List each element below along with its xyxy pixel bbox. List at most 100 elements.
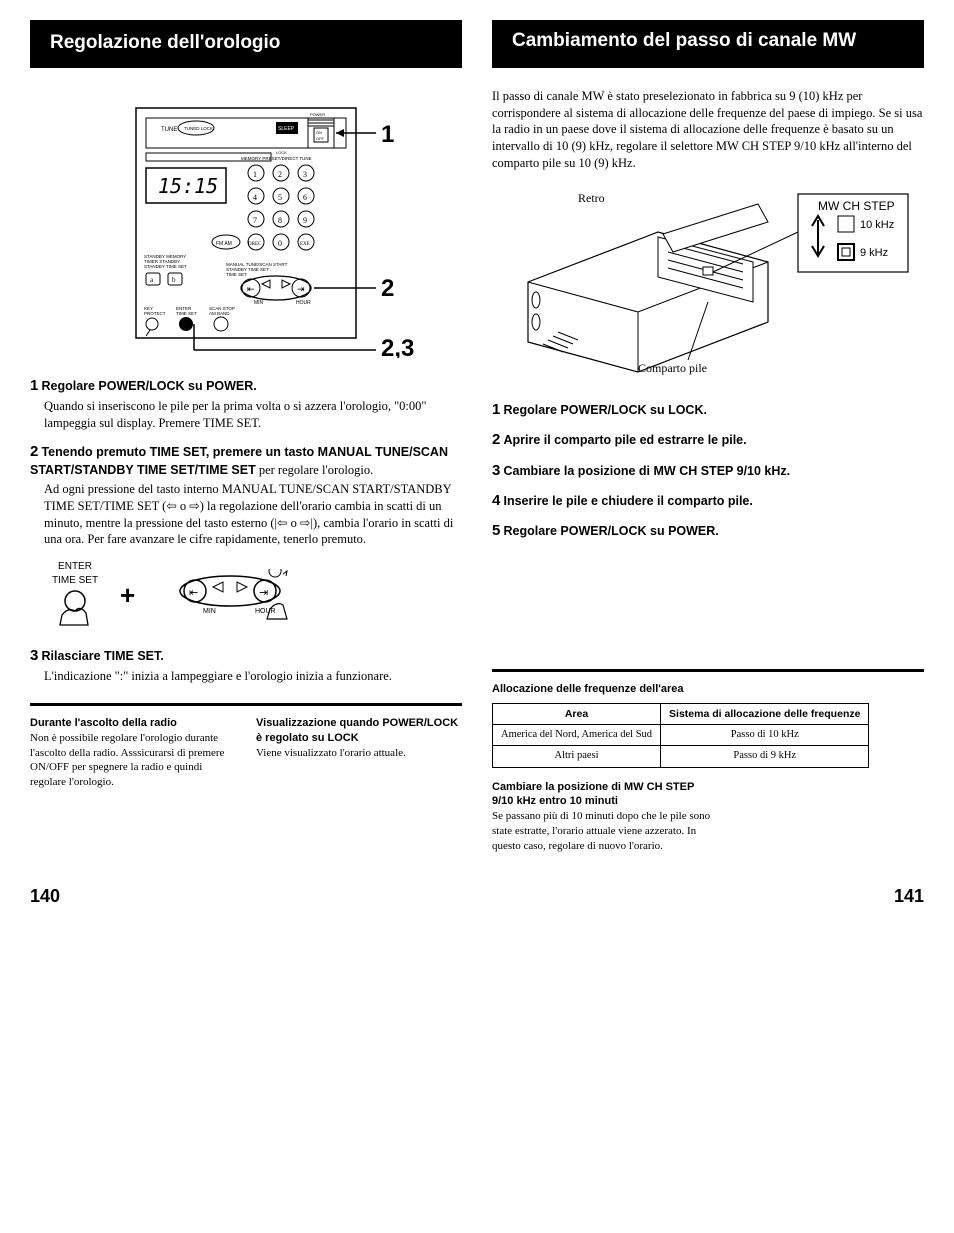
right-step-2: 2 Aprire il comparto pile ed estrarre le… xyxy=(492,430,924,450)
step-heading: Regolare POWER/LOCK su POWER. xyxy=(503,524,718,538)
svg-text:7: 7 xyxy=(253,216,257,225)
step-heading-suffix: per regolare l'orologio. xyxy=(256,463,374,477)
step-body: Ad ogni pressione del tasto interno MANU… xyxy=(44,481,462,549)
left-title: Regolazione dell'orologio xyxy=(30,20,462,68)
note-heading: Visualizzazione quando POWER/LOCK è rego… xyxy=(256,716,462,746)
rocker-icon: ⇤ ⇥ MIN HOUR xyxy=(241,276,311,306)
header-row: Regolazione dell'orologio Cambiamento de… xyxy=(30,20,924,68)
svg-text:3: 3 xyxy=(303,170,307,179)
retro-label: Retro xyxy=(578,191,605,205)
svg-text:EXE: EXE xyxy=(300,242,310,247)
step-number: 1 xyxy=(492,401,500,418)
tune-label: TUNE xyxy=(161,127,177,133)
step-heading: Regolare POWER/LOCK su LOCK. xyxy=(503,403,707,417)
step-heading: Inserire le pile e chiudere il comparto … xyxy=(503,494,752,508)
note-heading: Durante l'ascolto della radio xyxy=(30,716,236,731)
onoff-off: OFF xyxy=(316,136,325,141)
step-number: 2 xyxy=(30,443,38,460)
manual-tune-label: MANUAL TUNE/SCAN START STANDBY TIME SET … xyxy=(226,262,289,277)
callout-1: 1 xyxy=(381,121,394,148)
table-row: America del Nord, America del Sud Passo … xyxy=(493,725,869,746)
svg-text:⇥: ⇥ xyxy=(297,284,305,294)
step-number: 3 xyxy=(30,647,38,664)
svg-text:4: 4 xyxy=(253,193,257,202)
svg-text:0: 0 xyxy=(278,239,282,248)
left-notes: Durante l'ascolto della radio Non è poss… xyxy=(30,716,462,790)
right-title: Cambiamento del passo di canale MW xyxy=(492,20,924,68)
svg-text:DREC: DREC xyxy=(248,242,262,247)
radio-front-svg: TUNE TUNED LOCK SLEEP ON OFF POWER LOCK xyxy=(76,98,416,358)
tuned-lock-label: TUNED LOCK xyxy=(184,126,213,131)
table-cell: Passo di 9 kHz xyxy=(661,746,869,767)
svg-text:⇤: ⇤ xyxy=(189,587,198,599)
svg-text:ENTERTIME SET: ENTERTIME SET xyxy=(176,306,197,316)
radio-front-diagram: TUNE TUNED LOCK SLEEP ON OFF POWER LOCK xyxy=(30,98,462,358)
page-left: 140 xyxy=(30,884,60,908)
svg-text:2: 2 xyxy=(278,170,282,179)
step-body: Quando si inseriscono le pile per la pri… xyxy=(44,398,462,432)
right-step-4: 4 Inserire le pile e chiudere il compart… xyxy=(492,491,924,511)
svg-text:8: 8 xyxy=(278,216,282,225)
sleep-label: SLEEP xyxy=(278,126,295,132)
svg-text:6: 6 xyxy=(303,193,307,202)
opt-9khz: 9 kHz xyxy=(860,247,888,259)
page-numbers: 140 141 xyxy=(30,884,924,908)
svg-text:5: 5 xyxy=(278,193,282,202)
note-body: Non è possibile regolare l'orologio dura… xyxy=(30,731,236,790)
svg-text:1: 1 xyxy=(253,170,257,179)
svg-text:9: 9 xyxy=(303,216,307,225)
svg-text:SCAN STOPAM BAND: SCAN STOPAM BAND xyxy=(209,306,235,316)
svg-text:⇥: ⇥ xyxy=(259,587,268,599)
table-header: Area xyxy=(493,704,661,725)
mw-ch-step-callout: MW CH STEP 10 kHz 9 kHz xyxy=(798,194,908,272)
step-heading: Aprire il comparto pile ed estrarre le p… xyxy=(503,433,746,447)
right-intro: Il passo di canale MW è stato preselezio… xyxy=(492,88,924,172)
table-row: Altri paesi Passo di 9 kHz xyxy=(493,746,869,767)
table-cell: Altri paesi xyxy=(493,746,661,767)
opt-10khz: 10 kHz xyxy=(860,219,894,231)
left-step-1: 1 Regolare POWER/LOCK su POWER. Quando s… xyxy=(30,376,462,432)
right-step-3: 3 Cambiare la posizione di MW CH STEP 9/… xyxy=(492,461,924,481)
svg-text:KEYPROTECT: KEYPROTECT xyxy=(144,306,166,316)
svg-text:LOCK: LOCK xyxy=(276,150,287,155)
table-header: Sistema di allocazione delle frequenze xyxy=(661,704,869,725)
step-number: 2 xyxy=(492,431,500,448)
svg-text:HOUR: HOUR xyxy=(296,300,311,306)
page-right: 141 xyxy=(894,884,924,908)
divider xyxy=(30,703,462,706)
table-cell: America del Nord, America del Sud xyxy=(493,725,661,746)
hour-label: HOUR xyxy=(255,608,276,615)
svg-text:⇤: ⇤ xyxy=(247,284,255,294)
enter-label: ENTER TIME SET xyxy=(50,560,100,587)
plus-icon: + xyxy=(120,578,135,613)
step-heading: Cambiare la posizione di MW CH STEP 9/10… xyxy=(503,464,790,478)
enter-timeset-diagram: ENTER TIME SET + ⇤ ⇥ MIN HOUR xyxy=(50,560,462,632)
right-column: Il passo di canale MW è stato preselezio… xyxy=(492,88,924,854)
left-step-3: 3 Rilasciare TIME SET. L'indicazione ":"… xyxy=(30,646,462,685)
radio-back-diagram: Retro xyxy=(492,182,924,382)
step-heading: Tenendo premuto TIME SET, premere un tas… xyxy=(30,445,448,477)
step-number: 4 xyxy=(492,492,500,509)
left-column: TUNE TUNED LOCK SLEEP ON OFF POWER LOCK xyxy=(30,88,462,854)
divider xyxy=(492,669,924,672)
note-body: Viene visualizzato l'orario attuale. xyxy=(256,746,462,761)
svg-text:a: a xyxy=(150,276,154,284)
switch-title: MW CH STEP xyxy=(818,199,895,213)
right-step-5: 5 Regolare POWER/LOCK su POWER. xyxy=(492,521,924,541)
table-caption: Allocazione delle frequenze dell'area xyxy=(492,682,924,697)
comparto-label: Comparto pile xyxy=(638,361,707,375)
right-step-1: 1 Regolare POWER/LOCK su LOCK. xyxy=(492,400,924,420)
svg-text:b: b xyxy=(172,276,176,284)
radio-back-svg: Retro xyxy=(498,182,918,382)
rocker-press-icon: ⇤ ⇥ MIN HOUR xyxy=(155,569,305,624)
memory-preset-label: MEMORY PRESET/DIRECT TUNE xyxy=(241,156,312,161)
step-heading: Rilasciare TIME SET. xyxy=(41,649,163,663)
step-number: 1 xyxy=(30,377,38,394)
step-number: 5 xyxy=(492,522,500,539)
table-cell: Passo di 10 kHz xyxy=(661,725,869,746)
right-note-body: Se passano più di 10 minuti dopo che le … xyxy=(492,809,712,854)
standby-label: STANDBY MEMORY TIMER STANDBY STANDBY TIM… xyxy=(144,254,187,269)
right-note-heading: Cambiare la posizione di MW CH STEP 9/10… xyxy=(492,780,712,810)
frequency-table: Area Sistema di allocazione delle freque… xyxy=(492,703,869,768)
svg-text:MIN: MIN xyxy=(254,300,264,306)
